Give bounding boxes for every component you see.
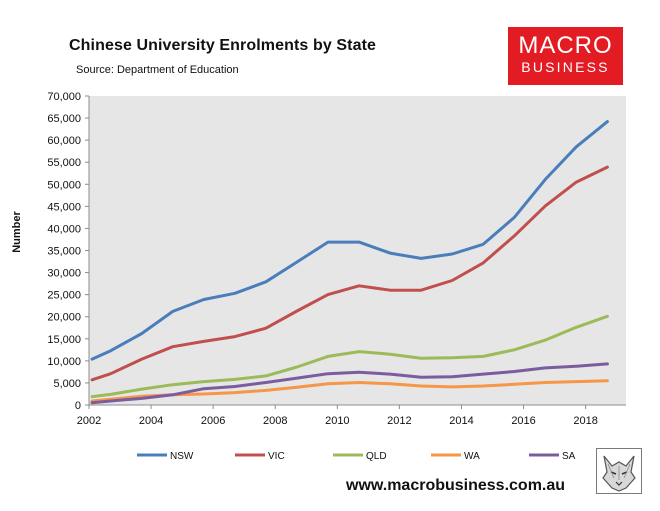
legend: NSW VIC QLD WA SA bbox=[137, 451, 576, 462]
series-lines bbox=[90, 120, 609, 405]
website-url: www.macrobusiness.com.au bbox=[346, 477, 566, 494]
legend-label-wa: WA bbox=[464, 451, 480, 462]
y-axis-label: Number bbox=[11, 211, 23, 253]
y-tick-label: 55,000 bbox=[47, 157, 81, 169]
y-tick-label: 70,000 bbox=[47, 91, 81, 103]
y-tick-label: 0 bbox=[75, 400, 81, 412]
x-tick-label: 2016 bbox=[511, 415, 535, 427]
y-tick-label: 5,000 bbox=[53, 378, 81, 390]
x-tick-label: 2014 bbox=[449, 415, 473, 427]
logo-line-macro: MACRO bbox=[518, 32, 613, 59]
y-tick-label: 65,000 bbox=[47, 113, 81, 125]
y-axis-ticks: 0 5,000 10,000 15,000 20,000 25,000 30,000 35,0… bbox=[47, 91, 89, 412]
y-tick-label: 60,000 bbox=[47, 135, 81, 147]
chart-title: Chinese University Enrolments by State bbox=[69, 37, 377, 54]
x-axis-ticks: 2002 2004 2006 2008 2010 2012 2014 2016 2018 bbox=[77, 405, 598, 427]
x-tick-label: 2018 bbox=[573, 415, 597, 427]
y-tick-label: 25,000 bbox=[47, 290, 81, 302]
series-line-sa bbox=[90, 362, 609, 405]
series-line-qld bbox=[90, 314, 609, 399]
line-chart: Number 0 5,000 10,000 15,000 20,000 25,000 30,… bbox=[11, 91, 626, 462]
y-tick-label: 15,000 bbox=[47, 334, 81, 346]
y-tick-label: 10,000 bbox=[47, 356, 81, 368]
legend-label-qld: QLD bbox=[366, 451, 387, 462]
y-tick-label: 45,000 bbox=[47, 201, 81, 213]
y-tick-label: 20,000 bbox=[47, 312, 81, 324]
series-line-vic bbox=[90, 165, 609, 382]
x-tick-label: 2010 bbox=[325, 415, 349, 427]
plot-area-background bbox=[89, 96, 626, 405]
x-tick-label: 2008 bbox=[263, 415, 287, 427]
y-tick-label: 50,000 bbox=[47, 179, 81, 191]
y-tick-label: 40,000 bbox=[47, 223, 81, 235]
legend-label-vic: VIC bbox=[268, 451, 285, 462]
x-tick-label: 2004 bbox=[139, 415, 163, 427]
wolf-mascot-icon bbox=[596, 448, 642, 494]
y-tick-label: 30,000 bbox=[47, 268, 81, 280]
legend-label-nsw: NSW bbox=[170, 451, 194, 462]
logo-line-business: BUSINESS bbox=[521, 59, 610, 75]
x-tick-label: 2002 bbox=[77, 415, 101, 427]
series-line-nsw bbox=[90, 120, 609, 361]
x-tick-label: 2006 bbox=[201, 415, 225, 427]
x-tick-label: 2012 bbox=[387, 415, 411, 427]
legend-label-sa: SA bbox=[562, 451, 576, 462]
y-tick-label: 35,000 bbox=[47, 246, 81, 258]
macrobusiness-logo: MACRO BUSINESS bbox=[508, 27, 623, 85]
chart-subtitle: Source: Department of Education bbox=[76, 64, 239, 76]
